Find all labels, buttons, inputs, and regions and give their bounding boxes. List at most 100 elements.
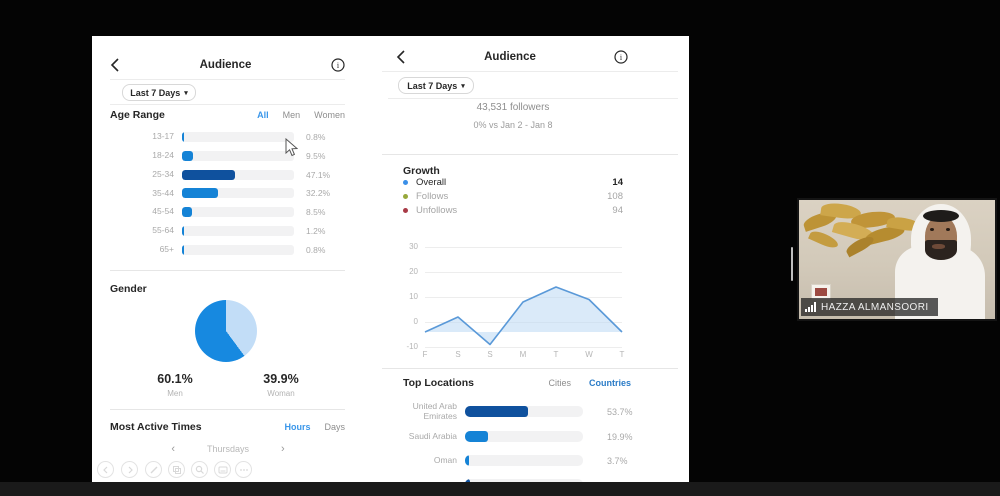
location-bar-fill	[465, 479, 470, 482]
age-bar-fill	[182, 244, 184, 255]
location-label: United Arab Emirates	[412, 400, 457, 421]
loc-tab-countries[interactable]: Countries	[588, 378, 631, 388]
men-label: Men	[167, 389, 183, 398]
divider	[110, 104, 345, 105]
age-range-heading: Age Range	[110, 109, 165, 121]
followers-count: 43,531 followers	[476, 102, 550, 113]
mat-tab-days[interactable]: Days	[324, 422, 345, 432]
age-row-label: 25-34	[152, 168, 174, 179]
magnifier-icon[interactable]	[191, 461, 208, 478]
location-value: 53.7%	[607, 406, 633, 417]
left-date-filter-button[interactable]: Last 7 Days ▾	[122, 84, 196, 101]
chevron-down-icon: ▾	[461, 82, 465, 90]
y-axis-tick: 0	[413, 317, 418, 326]
age-row-value: 0.8%	[306, 132, 326, 142]
info-icon[interactable]: i	[331, 58, 345, 72]
age-tab-all[interactable]: All	[257, 110, 269, 120]
info-icon[interactable]: i	[614, 50, 628, 64]
most-active-times-tabs: Hours Days	[284, 422, 345, 432]
gender-heading: Gender	[110, 283, 147, 295]
age-bar-track	[182, 226, 294, 236]
more-icon[interactable]	[235, 461, 252, 478]
location-row: Oman 3.7%	[382, 454, 678, 467]
age-bar-track	[182, 188, 294, 199]
legend-label: Unfollows	[416, 205, 458, 216]
x-axis-tick: F	[422, 350, 428, 359]
y-axis-tick: 20	[409, 267, 418, 276]
followers-comparison: 0% vs Jan 2 - Jan 8	[473, 120, 553, 130]
x-axis-tick: S	[487, 350, 493, 359]
back-icon[interactable]	[396, 50, 406, 64]
most-active-times-header-row: Most Active Times Hours Days	[110, 421, 345, 433]
right-date-filter-button[interactable]: Last 7 Days ▾	[398, 77, 474, 94]
webcam-tile[interactable]: HAZZA ALMANSOORI	[797, 198, 997, 321]
participant-beard	[925, 240, 957, 260]
top-locations-header-row: Top Locations Cities Countries	[403, 377, 631, 389]
age-row-value: 9.5%	[306, 150, 326, 161]
location-bar-track	[465, 479, 583, 482]
y-axis-tick: 10	[409, 292, 418, 301]
age-row: 35-44 32.2%	[110, 186, 345, 200]
divider	[382, 154, 678, 155]
divider	[382, 71, 678, 72]
participant-eye	[946, 228, 950, 231]
age-row: 45-54 8.5%	[110, 205, 345, 219]
x-axis-tick: M	[519, 350, 527, 359]
age-row-label: 65+	[159, 243, 174, 254]
age-row-value: 47.1%	[306, 169, 331, 180]
y-axis-tick: -10	[406, 342, 418, 351]
location-label: Oman	[433, 454, 457, 465]
age-bar-fill	[182, 226, 184, 236]
window-bottom-strip	[0, 482, 1000, 496]
woman-percent: 39.9%	[263, 372, 299, 386]
participant-name-tag: HAZZA ALMANSOORI	[801, 298, 938, 316]
growth-heading: Growth	[403, 165, 440, 177]
location-label: Saudi Arabia	[408, 430, 457, 441]
age-row-label: 55-64	[152, 225, 174, 236]
age-range-tabs: All Men Women	[257, 110, 345, 120]
top-locations-heading: Top Locations	[403, 377, 474, 389]
board-icon[interactable]	[214, 461, 231, 478]
age-bar-fill	[182, 207, 192, 218]
pencil-icon[interactable]	[145, 461, 162, 478]
age-row-value: 8.5%	[306, 207, 326, 218]
growth-legend-row: Follows 108	[403, 191, 623, 202]
age-bar-track	[182, 207, 294, 218]
loc-tab-cities[interactable]: Cities	[548, 378, 571, 388]
chevron-right-icon[interactable]	[121, 461, 138, 478]
age-row: 13-17 0.8%	[110, 130, 345, 144]
age-tab-men[interactable]: Men	[282, 110, 301, 120]
location-row	[382, 478, 678, 482]
age-tab-women[interactable]: Women	[314, 110, 345, 120]
y-axis-tick: 30	[409, 242, 418, 251]
divider	[110, 409, 345, 410]
panel-scroll-handle[interactable]	[791, 247, 793, 281]
gender-woman-stat: 39.9% Woman	[251, 372, 311, 398]
age-row-label: 18-24	[152, 149, 174, 160]
svg-text:i: i	[620, 53, 623, 62]
growth-legend-row: Unfollows 94	[403, 205, 623, 216]
mat-tab-hours[interactable]: Hours	[284, 422, 311, 432]
copy-icon[interactable]	[168, 461, 185, 478]
chevron-left-icon[interactable]	[97, 461, 114, 478]
next-day-icon[interactable]: ›	[281, 443, 285, 455]
location-bar-track	[465, 455, 583, 466]
age-row: 55-64 1.2%	[110, 224, 345, 238]
mouse-cursor	[285, 138, 298, 157]
chart-gridline	[425, 297, 622, 298]
back-icon[interactable]	[110, 58, 120, 72]
svg-text:i: i	[337, 61, 340, 70]
headdress-band-shadow	[923, 210, 959, 222]
age-row-value: 32.2%	[306, 188, 331, 199]
divider	[382, 368, 678, 369]
x-axis-tick: T	[553, 350, 559, 359]
location-bar-fill	[465, 455, 470, 466]
age-bar-track	[182, 169, 294, 180]
age-bar-fill	[182, 169, 235, 180]
day-navigator: ‹ Thursdays ›	[150, 443, 306, 455]
growth-chart-svg	[424, 286, 623, 346]
participant-name: HAZZA ALMANSOORI	[821, 301, 929, 313]
left-panel-header: Audience i	[110, 58, 345, 72]
legend-label: Overall	[416, 177, 447, 188]
prev-day-icon[interactable]: ‹	[171, 443, 175, 455]
